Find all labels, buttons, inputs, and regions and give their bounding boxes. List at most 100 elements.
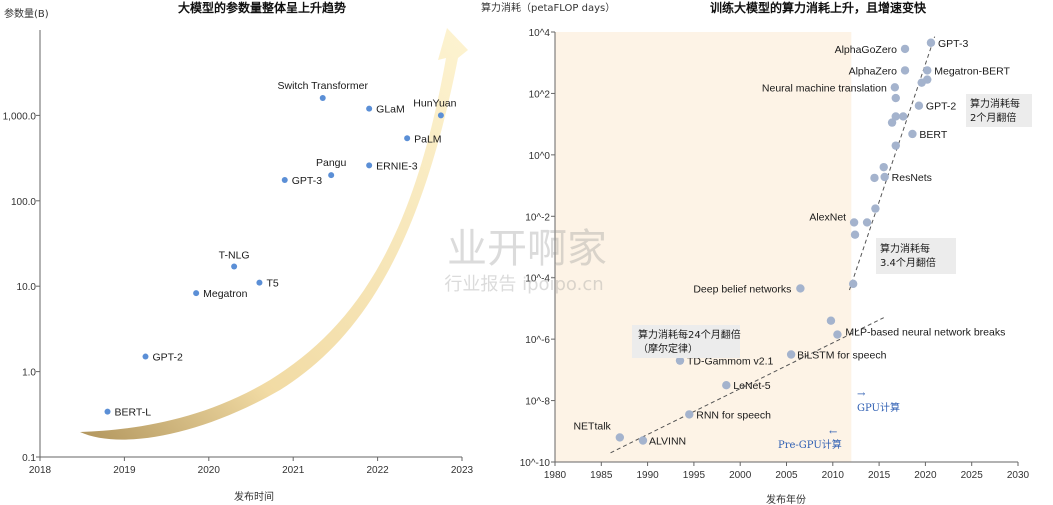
annotation-2-month-box	[966, 94, 1032, 127]
right-y-tick-label: 10^4	[529, 28, 551, 39]
left-trend-arrow	[80, 28, 468, 440]
left-point-label: PaLM	[414, 133, 441, 145]
left-point-label: T5	[266, 278, 278, 290]
right-point-label: ALVINN	[649, 436, 686, 448]
right-point-label: Neural machine translation	[762, 82, 887, 94]
right-point	[923, 66, 932, 75]
left-point-label: GPT-3	[292, 175, 323, 187]
annotation-3p4-month-box	[876, 238, 956, 274]
left-x-tick-label: 2020	[198, 465, 221, 476]
right-y-tick-label: 10^-2	[525, 212, 550, 223]
right-point-label: ResNets	[892, 172, 932, 184]
right-y-tick-label: 10^-8	[525, 397, 550, 408]
left-y-tick-label: 10.0	[17, 282, 37, 293]
pre-gpu-label: Pre-GPU计算	[778, 438, 842, 451]
right-x-tick-label: 2025	[961, 470, 984, 481]
pre-gpu-arrow-icon: ←	[829, 427, 837, 438]
left-y-tick-label: 100.0	[11, 197, 36, 208]
right-point-label: AlphaZero	[849, 65, 898, 77]
left-point	[366, 162, 373, 169]
right-point	[926, 38, 936, 47]
right-point	[615, 433, 625, 442]
left-point-label: Megatron	[203, 288, 248, 300]
left-point	[437, 112, 444, 119]
gpu-arrow-icon: →	[857, 389, 866, 400]
right-point	[870, 173, 879, 183]
left-chart: 大模型的参数量整体呈上升趋势 参数量(B) 发布时间 2018 2019 2020 2…	[3, 0, 474, 503]
right-point	[849, 218, 859, 227]
right-point	[879, 162, 888, 172]
right-point-label: BiLSTM for speech	[797, 350, 886, 362]
right-point	[900, 44, 910, 54]
left-points: BERT-L GPT-2 Megatron T-NLG T5 GPT-3 Pangu ERNI…	[104, 80, 457, 419]
right-point-label: MLP-based neural network breaks	[845, 327, 1005, 339]
left-point	[193, 290, 200, 297]
left-axes: 2018 2019 2020 2021 2022 2023 0.1 1.0 10.0 100.0 1…	[3, 30, 474, 476]
right-point	[796, 284, 805, 293]
right-x-tick-label: 2015	[868, 470, 891, 481]
right-point-label: TD-Gammom v2.1	[687, 356, 774, 368]
right-point	[833, 330, 842, 339]
watermark-main: 业开啊家	[447, 226, 607, 272]
right-chart-title: 训练大模型的算力消耗上升，且增速变快	[710, 0, 927, 15]
right-point	[891, 141, 900, 150]
right-point-label: RNN for speech	[696, 409, 771, 421]
right-x-tick-label: 2010	[822, 470, 845, 481]
left-x-tick-label: 2021	[282, 465, 305, 476]
right-point	[675, 356, 685, 365]
annotation-3p4-month-line1: 算力消耗每	[880, 242, 930, 255]
right-y-tick-label: 10^2	[529, 89, 551, 100]
left-point	[142, 353, 149, 360]
pre-gpu-shaded-region	[555, 32, 852, 462]
left-point-label: BERT-L	[115, 407, 152, 419]
annotation-3p4-month-line2: 3.4个月翻倍	[880, 256, 936, 269]
right-point	[862, 218, 872, 227]
left-point	[256, 279, 263, 286]
left-point	[231, 263, 238, 270]
annotation-2-month-line1: 算力消耗每	[970, 97, 1020, 110]
right-x-tick-label: 2020	[914, 470, 937, 481]
right-points: NETtalk ALVINN RNN for speech LeNet-5 TD-Gam…	[573, 38, 1010, 448]
left-point-label: HunYuan	[413, 97, 456, 109]
right-point-label: Deep belief networks	[693, 283, 791, 295]
right-x-axis-label: 发布年份	[766, 493, 806, 505]
left-x-tick-label: 2022	[366, 465, 389, 476]
right-chart: 训练大模型的算力消耗上升，且增速变快 算力消耗（petaFLOP days） 发…	[481, 0, 1032, 505]
right-point	[871, 204, 880, 213]
watermark-sub: 行业报告 ipoipo.cn	[444, 274, 603, 295]
left-point	[319, 94, 326, 101]
right-point-label: GPT-2	[926, 101, 957, 113]
right-point	[923, 75, 932, 84]
annotation-2-month-line2: 2个月翻倍	[970, 111, 1016, 124]
right-y-tick-label: 10^0	[529, 151, 551, 162]
right-point	[826, 316, 836, 325]
left-x-axis-label: 发布时间	[234, 490, 274, 503]
left-y-tick-label: 0.1	[22, 453, 36, 464]
left-chart-title: 大模型的参数量整体呈上升趋势	[178, 0, 346, 15]
right-y-tick-label: 10^-10	[520, 458, 551, 469]
left-point	[281, 177, 288, 184]
right-y-axis-label: 算力消耗（petaFLOP days）	[481, 1, 615, 14]
right-point-label: BERT	[919, 129, 947, 141]
right-point	[722, 381, 731, 390]
left-point-label: Pangu	[316, 157, 347, 169]
right-point	[891, 112, 900, 121]
left-point-label: ERNIE-3	[376, 160, 418, 172]
right-point	[900, 66, 910, 75]
left-x-tick-label: 2023	[451, 465, 474, 476]
right-x-tick-label: 2030	[1007, 470, 1030, 481]
moore-law-trend-line	[610, 317, 884, 454]
left-point	[328, 172, 335, 179]
right-point	[887, 118, 897, 127]
right-point-label: LeNet-5	[733, 380, 771, 392]
right-x-tick-label: 2000	[729, 470, 752, 481]
right-point	[890, 83, 900, 92]
annotation-moore-line2: （摩尔定律）	[638, 342, 698, 355]
right-point	[685, 410, 694, 419]
right-y-tick-label: 10^-4	[525, 274, 550, 285]
right-point	[898, 112, 908, 121]
left-x-tick-label: 2019	[113, 465, 136, 476]
left-point-label: Switch Transformer	[278, 80, 369, 92]
left-point	[366, 105, 373, 112]
right-x-tick-label: 1985	[590, 470, 613, 481]
